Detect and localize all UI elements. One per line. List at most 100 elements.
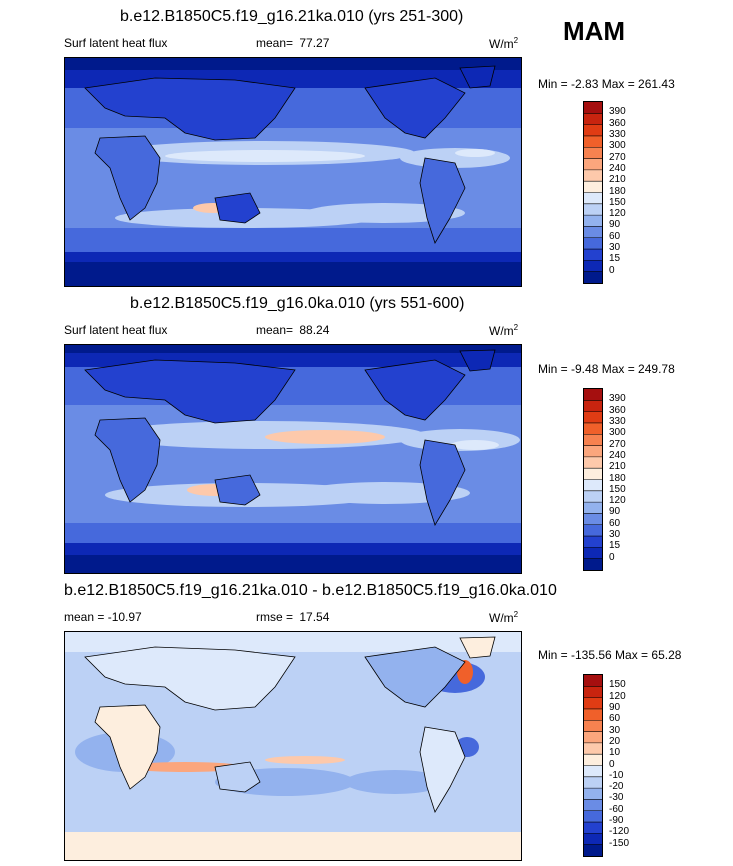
panel-3-colorbar-svg bbox=[584, 675, 602, 856]
colorbar-swatch bbox=[584, 389, 602, 401]
colorbar-swatch bbox=[584, 675, 602, 687]
colorbar-swatch bbox=[584, 147, 602, 160]
south-america bbox=[419, 439, 466, 526]
colorbar-tick-label: 300 bbox=[609, 140, 626, 152]
colorbar-swatch bbox=[584, 169, 602, 182]
panel-1-units: W/m2 bbox=[489, 36, 518, 51]
panel-2-units-base: W/m bbox=[489, 324, 514, 338]
colorbar-tick-label: -30 bbox=[609, 792, 624, 804]
colorbar-tick-label: 150 bbox=[609, 196, 626, 208]
africa bbox=[94, 417, 161, 503]
colorbar-tick-label: 90 bbox=[609, 701, 621, 713]
panel-1-units-sup: 2 bbox=[513, 36, 519, 45]
africa bbox=[94, 135, 161, 221]
polar-band-south-edge bbox=[65, 262, 521, 286]
colorbar-swatch bbox=[584, 686, 602, 699]
colorbar-swatch bbox=[584, 844, 602, 856]
australia bbox=[214, 474, 261, 506]
panel-1-minmax: Min = -2.83 Max = 261.43 bbox=[538, 77, 675, 91]
colorbar-tick-label: 330 bbox=[609, 415, 626, 427]
panel-3-mean: mean = -10.97 bbox=[64, 610, 142, 624]
panel-2-minmax: Min = -9.48 Max = 249.78 bbox=[538, 362, 675, 376]
panel-1-map bbox=[64, 57, 522, 287]
colorbar-tick-label: 120 bbox=[609, 495, 626, 507]
australia bbox=[214, 761, 261, 793]
colorbar-tick-label: 240 bbox=[609, 449, 626, 461]
panel-2-mean-value: 88.24 bbox=[299, 323, 330, 337]
panel-3-colorbar bbox=[583, 674, 603, 857]
positive-band-pacific bbox=[265, 756, 345, 764]
colorbar-tick-label: 390 bbox=[609, 106, 626, 118]
colorbar-swatch bbox=[584, 445, 602, 458]
colorbar-tick-label: 270 bbox=[609, 151, 626, 163]
north-america bbox=[364, 646, 466, 708]
north-america bbox=[364, 359, 466, 421]
colorbar-swatch bbox=[584, 524, 602, 537]
colorbar-tick-label: -90 bbox=[609, 815, 624, 827]
colorbar-swatch bbox=[584, 513, 602, 526]
panel-1-mean-label: mean= bbox=[256, 36, 294, 50]
south-america bbox=[419, 157, 466, 244]
pacific-max bbox=[265, 430, 385, 444]
colorbar-tick-label: 60 bbox=[609, 713, 621, 725]
colorbar-tick-label: 210 bbox=[609, 461, 626, 473]
colorbar-swatch bbox=[584, 226, 602, 239]
colorbar-tick-label: 150 bbox=[609, 679, 626, 691]
panel-2-mean-label: mean= bbox=[256, 323, 294, 337]
colorbar-swatch bbox=[584, 215, 602, 227]
eurasia bbox=[84, 646, 296, 711]
australia bbox=[214, 192, 261, 224]
colorbar-tick-label: -120 bbox=[609, 826, 630, 838]
colorbar-tick-label: 360 bbox=[609, 117, 626, 129]
panel-3-units-sup: 2 bbox=[513, 610, 519, 619]
colorbar-tick-label: -20 bbox=[609, 781, 624, 793]
colorbar-swatch bbox=[584, 776, 602, 789]
colorbar-tick-label: 60 bbox=[609, 230, 621, 242]
arctic-band bbox=[65, 632, 521, 652]
colorbar-tick-label: 0 bbox=[609, 264, 615, 276]
panel-1-colorbar bbox=[583, 101, 603, 284]
colorbar-tick-label: 150 bbox=[609, 483, 626, 495]
colorbar-swatch bbox=[584, 124, 602, 137]
colorbar-swatch bbox=[584, 102, 602, 114]
colorbar-swatch bbox=[584, 731, 602, 744]
colorbar-tick-label: 360 bbox=[609, 404, 626, 416]
colorbar-tick-label: 180 bbox=[609, 185, 626, 197]
panel-3-units: W/m2 bbox=[489, 610, 518, 625]
colorbar-swatch bbox=[584, 400, 602, 413]
colorbar-tick-label: -10 bbox=[609, 769, 624, 781]
polar-band-north-edge bbox=[65, 345, 521, 353]
colorbar-tick-label: 30 bbox=[609, 242, 621, 254]
colorbar-tick-label: 330 bbox=[609, 128, 626, 140]
colorbar-tick-label: 180 bbox=[609, 472, 626, 484]
colorbar-tick-label: 15 bbox=[609, 253, 621, 265]
colorbar-swatch bbox=[584, 203, 602, 216]
panel-2-colorbar bbox=[583, 388, 603, 571]
atlantic-max bbox=[451, 440, 499, 450]
greenland bbox=[459, 65, 496, 89]
colorbar-tick-label: 0 bbox=[609, 758, 615, 770]
panel-2-title: b.e12.B1850C5.f19_g16.0ka.010 (yrs 551-6… bbox=[130, 295, 465, 312]
panel-1-map-svg bbox=[65, 58, 521, 286]
colorbar-swatch bbox=[584, 708, 602, 721]
colorbar-swatch bbox=[584, 113, 602, 126]
colorbar-swatch bbox=[584, 260, 602, 273]
panel-1-variable: Surf latent heat flux bbox=[64, 36, 168, 50]
colorbar-tick-label: 390 bbox=[609, 393, 626, 405]
colorbar-swatch bbox=[584, 479, 602, 492]
panel-2-map bbox=[64, 344, 522, 574]
panel-2-mean: mean= 88.24 bbox=[256, 323, 329, 337]
greenland bbox=[459, 349, 496, 372]
colorbar-swatch bbox=[584, 810, 602, 823]
colorbar-tick-label: 300 bbox=[609, 427, 626, 439]
colorbar-tick-label: 60 bbox=[609, 517, 621, 529]
colorbar-swatch bbox=[584, 742, 602, 755]
africa bbox=[94, 704, 161, 790]
colorbar-tick-label: 240 bbox=[609, 162, 626, 174]
eurasia bbox=[84, 77, 296, 141]
atlantic-max bbox=[455, 149, 495, 157]
colorbar-swatch bbox=[584, 490, 602, 503]
colorbar-swatch bbox=[584, 799, 602, 812]
colorbar-tick-label: -150 bbox=[609, 837, 630, 849]
colorbar-tick-label: 20 bbox=[609, 735, 621, 747]
